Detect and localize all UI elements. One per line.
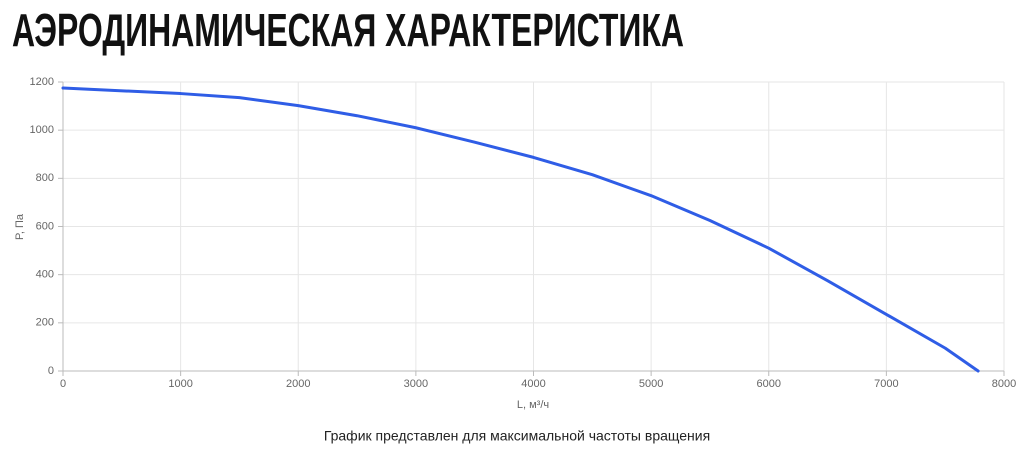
- y-tick-label: 800: [36, 172, 54, 184]
- x-tick-label: 3000: [404, 378, 428, 390]
- y-tick-label: 400: [36, 269, 54, 281]
- x-tick-label: 2000: [286, 378, 310, 390]
- y-axis-label: P, Па: [14, 213, 26, 240]
- x-tick-label: 4000: [521, 378, 545, 390]
- data-line: [61, 86, 980, 373]
- x-axis-label: L, м³/ч: [517, 399, 549, 411]
- chart-title: АЭРОДИНАМИЧЕСКАЯ ХАРАКТЕРИСТИКА: [12, 4, 684, 56]
- y-tick-label: 1000: [30, 124, 54, 136]
- x-tick-label: 0: [60, 378, 66, 390]
- y-tick-label: 1200: [30, 76, 54, 88]
- x-tick-label: 1000: [168, 378, 192, 390]
- x-tick-label: 8000: [992, 378, 1016, 390]
- x-tick-label: 5000: [639, 378, 663, 390]
- x-tick-label: 7000: [874, 378, 898, 390]
- y-tick-label: 600: [36, 220, 54, 232]
- footnote: График представлен для максимальной част…: [324, 428, 710, 444]
- y-tick-label: 0: [48, 365, 54, 377]
- x-tick-label: 6000: [757, 378, 781, 390]
- y-tick-label: 200: [36, 317, 54, 329]
